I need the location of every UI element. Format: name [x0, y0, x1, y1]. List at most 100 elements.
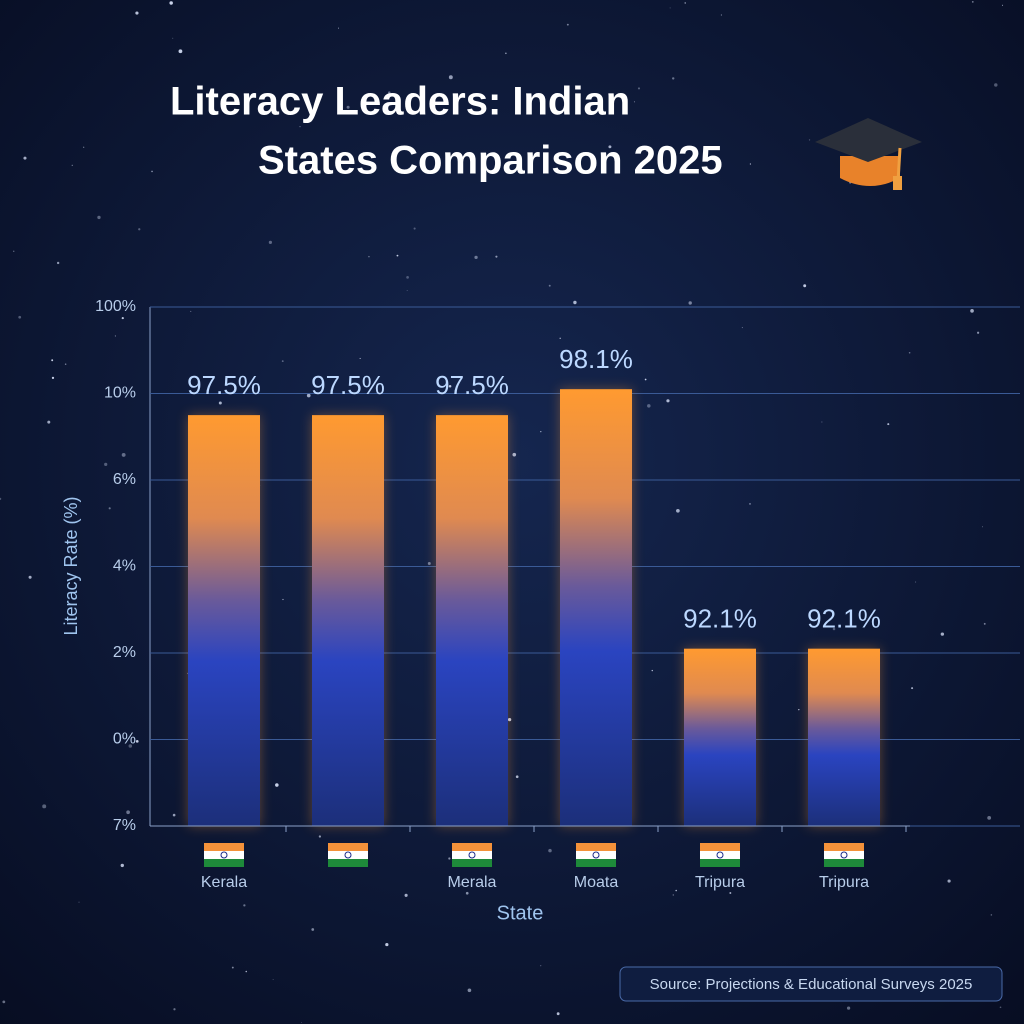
star: [548, 284, 551, 287]
bar: [684, 648, 756, 826]
star: [448, 75, 453, 80]
star: [47, 420, 51, 424]
star: [749, 503, 751, 505]
star: [306, 393, 311, 398]
star: [675, 889, 677, 892]
flag: [204, 843, 244, 851]
flag: [328, 851, 368, 859]
star: [121, 317, 124, 320]
star: [71, 164, 73, 166]
star: [1001, 4, 1004, 6]
flag: [700, 851, 740, 859]
star: [970, 309, 974, 313]
star: [338, 27, 340, 29]
star: [427, 562, 431, 565]
star: [23, 156, 27, 160]
flag: [576, 859, 616, 867]
star: [645, 148, 650, 152]
star: [231, 966, 234, 969]
star: [982, 526, 983, 528]
star: [672, 894, 675, 896]
star: [368, 255, 370, 258]
star: [559, 337, 561, 339]
star: [911, 687, 914, 690]
star: [406, 290, 408, 292]
star: [987, 815, 992, 820]
bar: [188, 415, 260, 826]
star: [18, 315, 22, 319]
star: [0, 497, 2, 501]
star: [138, 228, 141, 231]
star: [637, 87, 641, 90]
star: [495, 255, 498, 258]
star: [741, 327, 743, 329]
star: [178, 49, 183, 54]
star: [651, 669, 653, 672]
star: [97, 215, 101, 220]
star: [406, 276, 409, 279]
star: [245, 970, 248, 973]
star: [126, 810, 130, 815]
data-label: 97.5%: [311, 370, 385, 400]
flag: [592, 851, 600, 859]
star: [190, 310, 192, 312]
star: [173, 1008, 176, 1011]
star: [669, 7, 671, 9]
x-tick-label: Merala: [448, 874, 497, 891]
bar: [436, 415, 508, 826]
star: [940, 632, 945, 636]
x-tick-label: Moata: [574, 874, 619, 891]
star: [396, 254, 399, 257]
star: [720, 14, 723, 16]
star: [467, 988, 472, 993]
star: [540, 965, 542, 967]
star: [673, 156, 677, 160]
flag: [824, 843, 864, 851]
star: [608, 145, 612, 149]
star: [56, 261, 60, 265]
star: [311, 928, 315, 931]
graduation-cap: [815, 118, 922, 190]
star: [566, 23, 569, 26]
star: [548, 848, 552, 853]
data-label: 97.5%: [435, 370, 509, 400]
star: [474, 255, 478, 260]
flag: [452, 843, 492, 851]
star: [104, 462, 108, 466]
flag: [824, 859, 864, 867]
star: [915, 581, 917, 583]
data-label: 98.1%: [559, 344, 633, 374]
y-tick-label: 2%: [113, 644, 136, 661]
y-tick-label: 0%: [113, 731, 136, 748]
flag: [204, 851, 244, 859]
star: [359, 357, 361, 359]
star: [51, 359, 54, 362]
star: [684, 2, 686, 4]
star: [821, 421, 823, 423]
star: [573, 300, 577, 305]
star: [243, 904, 246, 907]
star: [128, 744, 133, 748]
flag: [716, 851, 724, 859]
star: [51, 376, 55, 380]
star: [644, 378, 647, 381]
star: [971, 0, 974, 3]
star: [672, 77, 675, 80]
y-tick-label: 4%: [113, 558, 136, 575]
star: [676, 508, 680, 513]
source: Source: Projections & Educational Survey…: [650, 976, 973, 993]
star: [385, 942, 389, 947]
star: [729, 892, 732, 894]
star: [135, 11, 139, 15]
star: [318, 835, 322, 838]
bar: [312, 415, 384, 826]
star: [2, 1000, 6, 1004]
flag: [576, 843, 616, 851]
star: [908, 351, 911, 354]
star: [120, 863, 124, 868]
star: [404, 893, 408, 897]
star: [275, 783, 279, 787]
star: [540, 431, 542, 433]
star: [999, 1006, 1002, 1009]
star: [556, 1012, 560, 1016]
